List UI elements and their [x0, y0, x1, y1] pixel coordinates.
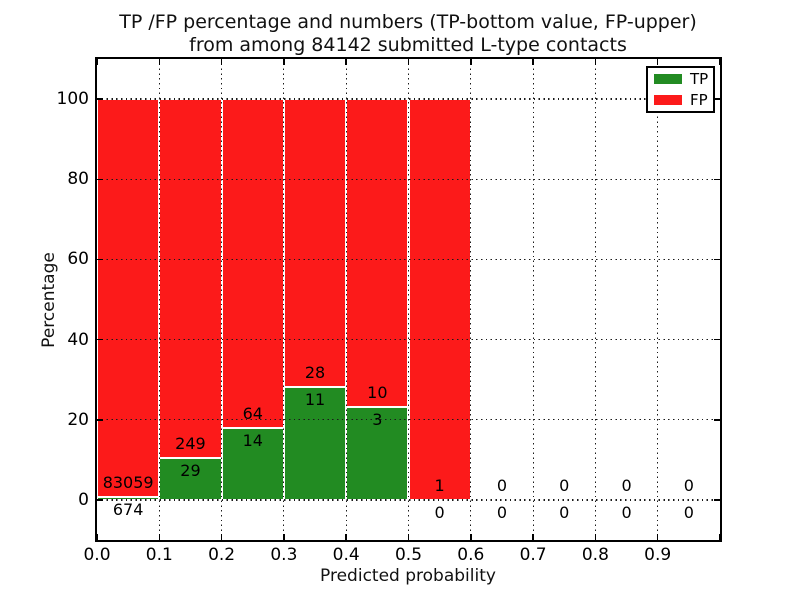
x-tick-bottom: [283, 534, 285, 540]
x-tick-bottom: [594, 534, 597, 540]
fp-bar-segment: [159, 99, 222, 459]
y-tick-label: 80: [67, 169, 89, 190]
fp-count-label: 0: [621, 475, 632, 495]
y-tick-right: [714, 419, 720, 421]
x-axis-label: Predicted probability: [320, 566, 496, 586]
y-tick-label: 20: [67, 409, 89, 430]
tp-count-label: 0: [434, 502, 445, 522]
legend-item: TP: [654, 69, 709, 88]
x-tick-top: [283, 59, 285, 65]
fp-count-label: 0: [683, 475, 694, 495]
fp-count-label: 10: [367, 383, 388, 403]
tp-count-label: 674: [112, 499, 144, 519]
legend-label-fp: FP: [690, 90, 708, 109]
x-tick-label: 0.4: [332, 545, 360, 565]
legend-item: FP: [654, 90, 708, 109]
x-tick-label: 0.5: [394, 545, 423, 565]
gridline-vertical: [657, 59, 659, 540]
fp-count-label: 1: [434, 475, 445, 495]
tp-count-label: 29: [180, 461, 201, 481]
gridline-vertical: [594, 59, 596, 540]
x-tick-label: 0.9: [644, 545, 672, 565]
fp-bar-segment: [346, 99, 409, 408]
y-tick-left: [97, 178, 103, 180]
y-tick-right: [714, 178, 720, 180]
fp-bar-segment: [283, 99, 347, 387]
x-tick-top: [470, 59, 472, 65]
x-tick-label: 0.1: [145, 545, 173, 565]
x-tick-top: [345, 59, 347, 65]
y-tick-label: 40: [67, 329, 89, 350]
fp-count-label: 249: [175, 434, 206, 454]
y-tick-label: 100: [56, 89, 89, 110]
tp-count-label: 3: [372, 410, 383, 430]
fp-bar-segment: [221, 99, 284, 428]
legend-swatch-tp: [654, 74, 682, 84]
gridline-vertical: [532, 59, 534, 540]
legend-label-tp: TP: [690, 69, 709, 88]
fp-count-label: 64: [242, 403, 263, 423]
tp-count-label: 0: [683, 502, 694, 522]
y-tick-right: [714, 98, 720, 100]
fp-count-label: 83059: [102, 472, 154, 492]
plot-area: 0.0 0.1 0.2 0.3 0.4 0.5 0.6 0.7 0.8 0.9 0 20 40 60 80 1…: [57, 57, 722, 565]
x-tick-bottom: [532, 534, 534, 540]
legend-swatch-fp: [654, 95, 682, 105]
y-tick-left: [97, 98, 103, 100]
x-tick-label: 0.8: [581, 545, 609, 565]
x-tick-top: [220, 59, 223, 65]
y-tick-label: 0: [78, 489, 89, 510]
y-tick-left: [97, 338, 103, 341]
y-tick-right: [714, 338, 720, 341]
x-tick-label: 0.7: [519, 545, 547, 565]
x-tick-top: [96, 59, 98, 65]
tp-bar-segment: [283, 386, 347, 500]
x-tick-bottom: [470, 534, 472, 540]
tp-count-label: 14: [242, 430, 263, 450]
x-tick-bottom: [719, 534, 721, 540]
y-tick-right: [714, 258, 720, 261]
fp-bar-segment: [408, 99, 471, 500]
legend: TP FP: [646, 66, 715, 113]
tp-count-label: 11: [304, 389, 326, 409]
y-tick-left: [97, 419, 103, 421]
x-tick-label: 0.3: [270, 545, 298, 565]
x-tick-top: [532, 59, 534, 65]
y-tick-left: [97, 499, 103, 501]
x-tick-bottom: [407, 534, 410, 540]
chart-title-line1: TP /FP percentage and numbers (TP-bottom…: [119, 11, 697, 33]
x-tick-bottom: [345, 534, 347, 540]
x-tick-top: [656, 59, 659, 65]
x-tick-top: [158, 59, 161, 65]
x-tick-bottom: [656, 534, 659, 540]
tp-bar-segment: [346, 407, 409, 500]
x-tick-top: [594, 59, 597, 65]
x-tick-bottom: [158, 534, 161, 540]
tp-count-label: 0: [621, 502, 632, 522]
fp-count-label: 0: [559, 475, 570, 495]
fp-count-label: 28: [304, 362, 326, 382]
x-tick-top: [719, 59, 721, 65]
chart-title: TP /FP percentage and numbers (TP-bottom…: [8, 11, 800, 57]
x-tick-top: [407, 59, 410, 65]
chart-title-line2: from among 84142 submitted L-type contac…: [189, 34, 627, 56]
fp-bar-segment: [97, 99, 160, 497]
x-tick-label: 0.0: [83, 545, 111, 565]
x-tick-label: 0.6: [457, 545, 485, 565]
tp-count-label: 0: [559, 502, 570, 522]
x-tick-bottom: [96, 534, 98, 540]
fp-count-label: 0: [496, 475, 508, 495]
x-tick-label: 0.2: [208, 545, 236, 565]
x-tick-bottom: [220, 534, 223, 540]
y-tick-right: [714, 499, 720, 501]
y-tick-left: [97, 258, 103, 261]
y-tick-label: 60: [67, 249, 89, 270]
tp-count-label: 0: [496, 502, 508, 522]
